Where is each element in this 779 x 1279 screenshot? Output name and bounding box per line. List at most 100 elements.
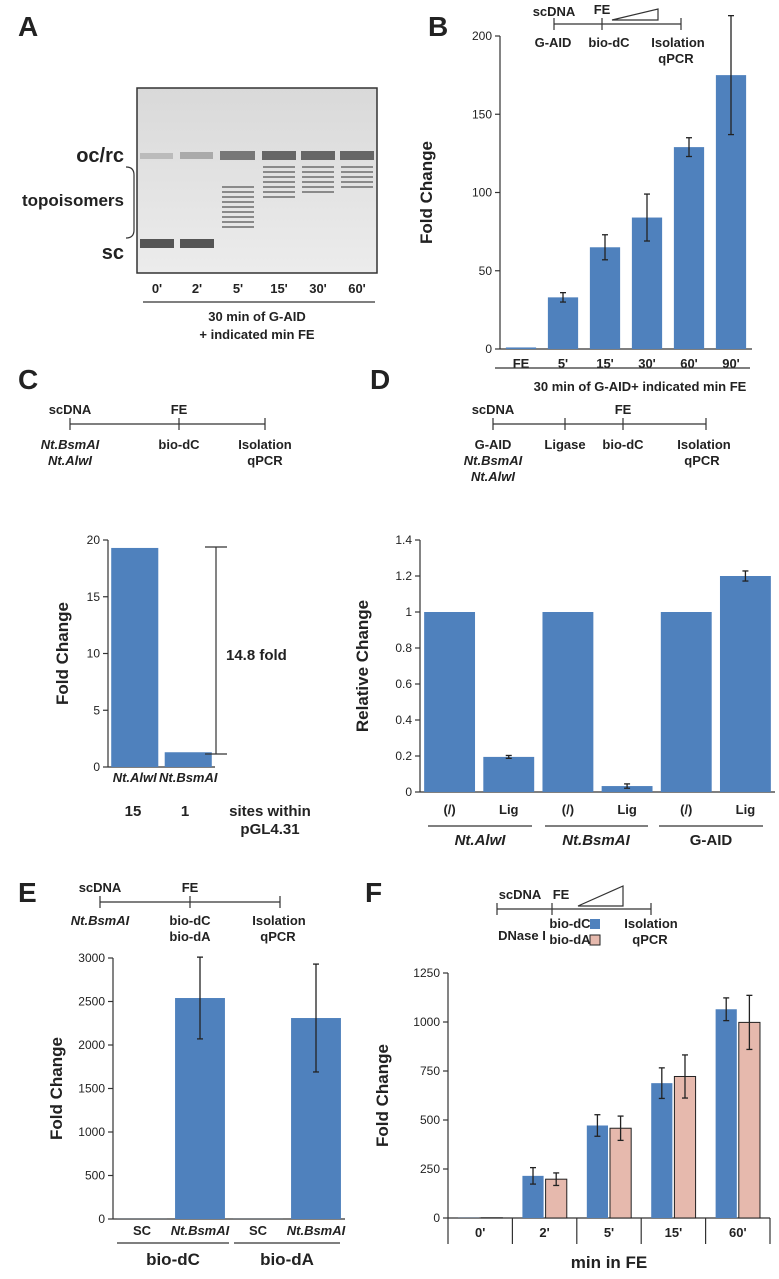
group-label: bio-dA (260, 1250, 314, 1269)
scheme-scdna: scDNA (533, 4, 576, 19)
panel-b-letter: B (428, 11, 448, 42)
scheme-enzyme: G-AID (475, 437, 512, 452)
group-label: G-AID (690, 832, 733, 849)
bar (547, 297, 579, 349)
scheme-step: qPCR (684, 453, 720, 468)
y-tick-label: 0.8 (395, 641, 412, 655)
category-label: Lig (499, 802, 519, 817)
bar (111, 547, 159, 767)
y-tick-label: 1 (405, 605, 412, 619)
bar (483, 756, 535, 792)
sites-text-line1: sites within (229, 803, 311, 820)
scheme-step: G-AID (535, 35, 572, 50)
scheme-step: bio-dC (169, 913, 211, 928)
y-tick-label: 1250 (413, 966, 440, 980)
sc-label: sc (102, 242, 124, 264)
y-tick-label: 0 (485, 342, 492, 356)
scheme-step: bio-dC (588, 35, 630, 50)
category-label: FE (513, 356, 530, 371)
x-axis-label: min in FE (571, 1253, 648, 1272)
y-tick-label: 10 (87, 647, 101, 661)
category-label: Nt.AlwI (113, 770, 157, 785)
y-tick-label: 750 (420, 1064, 440, 1078)
increasing-time-wedge (611, 8, 659, 21)
category-label: 15' (596, 356, 614, 371)
scheme-step: bio-dA (169, 929, 211, 944)
legend-swatch-bio-da (589, 934, 601, 946)
y-axis-label: Fold Change (417, 141, 436, 244)
bar (673, 147, 705, 349)
scheme-scdna: scDNA (472, 402, 515, 417)
lane-label: 30' (309, 281, 327, 296)
chart-b: 0 50 100 150 200 Fold Change FE 5' 15' 30' 60' 90' (417, 15, 752, 371)
lane-label: 2' (192, 281, 202, 296)
scheme-scdna: scDNA (79, 880, 122, 895)
y-tick-label: 2500 (78, 995, 105, 1009)
y-tick-label: 0 (405, 785, 412, 799)
y-tick-label: 0.6 (395, 677, 412, 691)
scheme-step: bio-dA (549, 932, 591, 947)
category-label: 60' (729, 1225, 747, 1240)
y-axis-label: Fold Change (373, 1044, 392, 1147)
panel-e-letter: E (18, 877, 37, 908)
bar (601, 786, 653, 792)
lane-label: 5' (233, 281, 243, 296)
fold-bracket (205, 546, 227, 755)
category-label: 0' (475, 1225, 485, 1240)
y-tick-label: 0 (98, 1212, 105, 1226)
y-tick-label: 0.2 (395, 749, 412, 763)
y-tick-label: 1000 (413, 1015, 440, 1029)
panel-f-letter: F (365, 877, 382, 908)
group-label: Nt.AlwI (455, 832, 507, 849)
category-label: 60' (680, 356, 698, 371)
chart-d-group-labels: Nt.AlwI Nt.BsmAI G-AID (428, 825, 763, 849)
scheme-scdna: scDNA (499, 887, 542, 902)
scheme-enzyme: Nt.AlwI (471, 469, 515, 484)
gel-image (136, 87, 378, 274)
lane-label: 0' (152, 281, 162, 296)
y-tick-label: 250 (420, 1162, 440, 1176)
category-label: 2' (539, 1225, 549, 1240)
y-axis-label: Fold Change (47, 1037, 66, 1140)
category-label: Nt.BsmAI (171, 1223, 230, 1238)
bar (505, 347, 537, 349)
scheme-step: bio-dC (158, 437, 200, 452)
y-tick-label: 50 (479, 264, 493, 278)
scheme-step: qPCR (247, 453, 283, 468)
panel-a-letter: A (18, 11, 38, 42)
scheme-step: qPCR (260, 929, 296, 944)
y-tick-label: 0 (93, 760, 100, 774)
bar (586, 1125, 608, 1218)
scheme-step: bio-dC (549, 916, 591, 931)
y-tick-label: 1.4 (395, 533, 412, 547)
legend-swatch-bio-dc (590, 919, 600, 929)
category-label: (/) (562, 802, 574, 817)
panel-d-letter: D (370, 364, 390, 395)
scheme-step: qPCR (658, 51, 694, 66)
bar (164, 752, 212, 767)
scheme-step: qPCR (632, 932, 668, 947)
scheme-f: scDNA FE DNase I bio-dC bio-dA Isolation… (496, 885, 678, 947)
bar (651, 1083, 673, 1218)
scheme-fe: FE (182, 880, 199, 895)
chart-e-group-labels: bio-dC bio-dA (117, 1242, 340, 1269)
bar (542, 612, 594, 792)
y-tick-label: 500 (420, 1113, 440, 1127)
site-count: 1 (181, 803, 189, 820)
category-label: 15' (665, 1225, 683, 1240)
fold-difference-label: 14.8 fold (226, 647, 287, 664)
bar (424, 612, 476, 792)
bar (738, 1021, 761, 1219)
increasing-time-wedge (577, 885, 624, 907)
scheme-step: Isolation (651, 35, 705, 50)
scheme-enzyme: Nt.BsmAI (464, 453, 523, 468)
y-tick-label: 15 (87, 590, 101, 604)
category-label: SC (133, 1223, 152, 1238)
scheme-enzyme: Nt.AlwI (48, 453, 92, 468)
scheme-step: Isolation (252, 913, 306, 928)
category-label: 5' (604, 1225, 614, 1240)
category-label: Nt.BsmAI (159, 770, 218, 785)
lane-label: 15' (270, 281, 288, 296)
scheme-e: scDNA FE Nt.BsmAI bio-dC bio-dA Isolatio… (71, 880, 306, 944)
